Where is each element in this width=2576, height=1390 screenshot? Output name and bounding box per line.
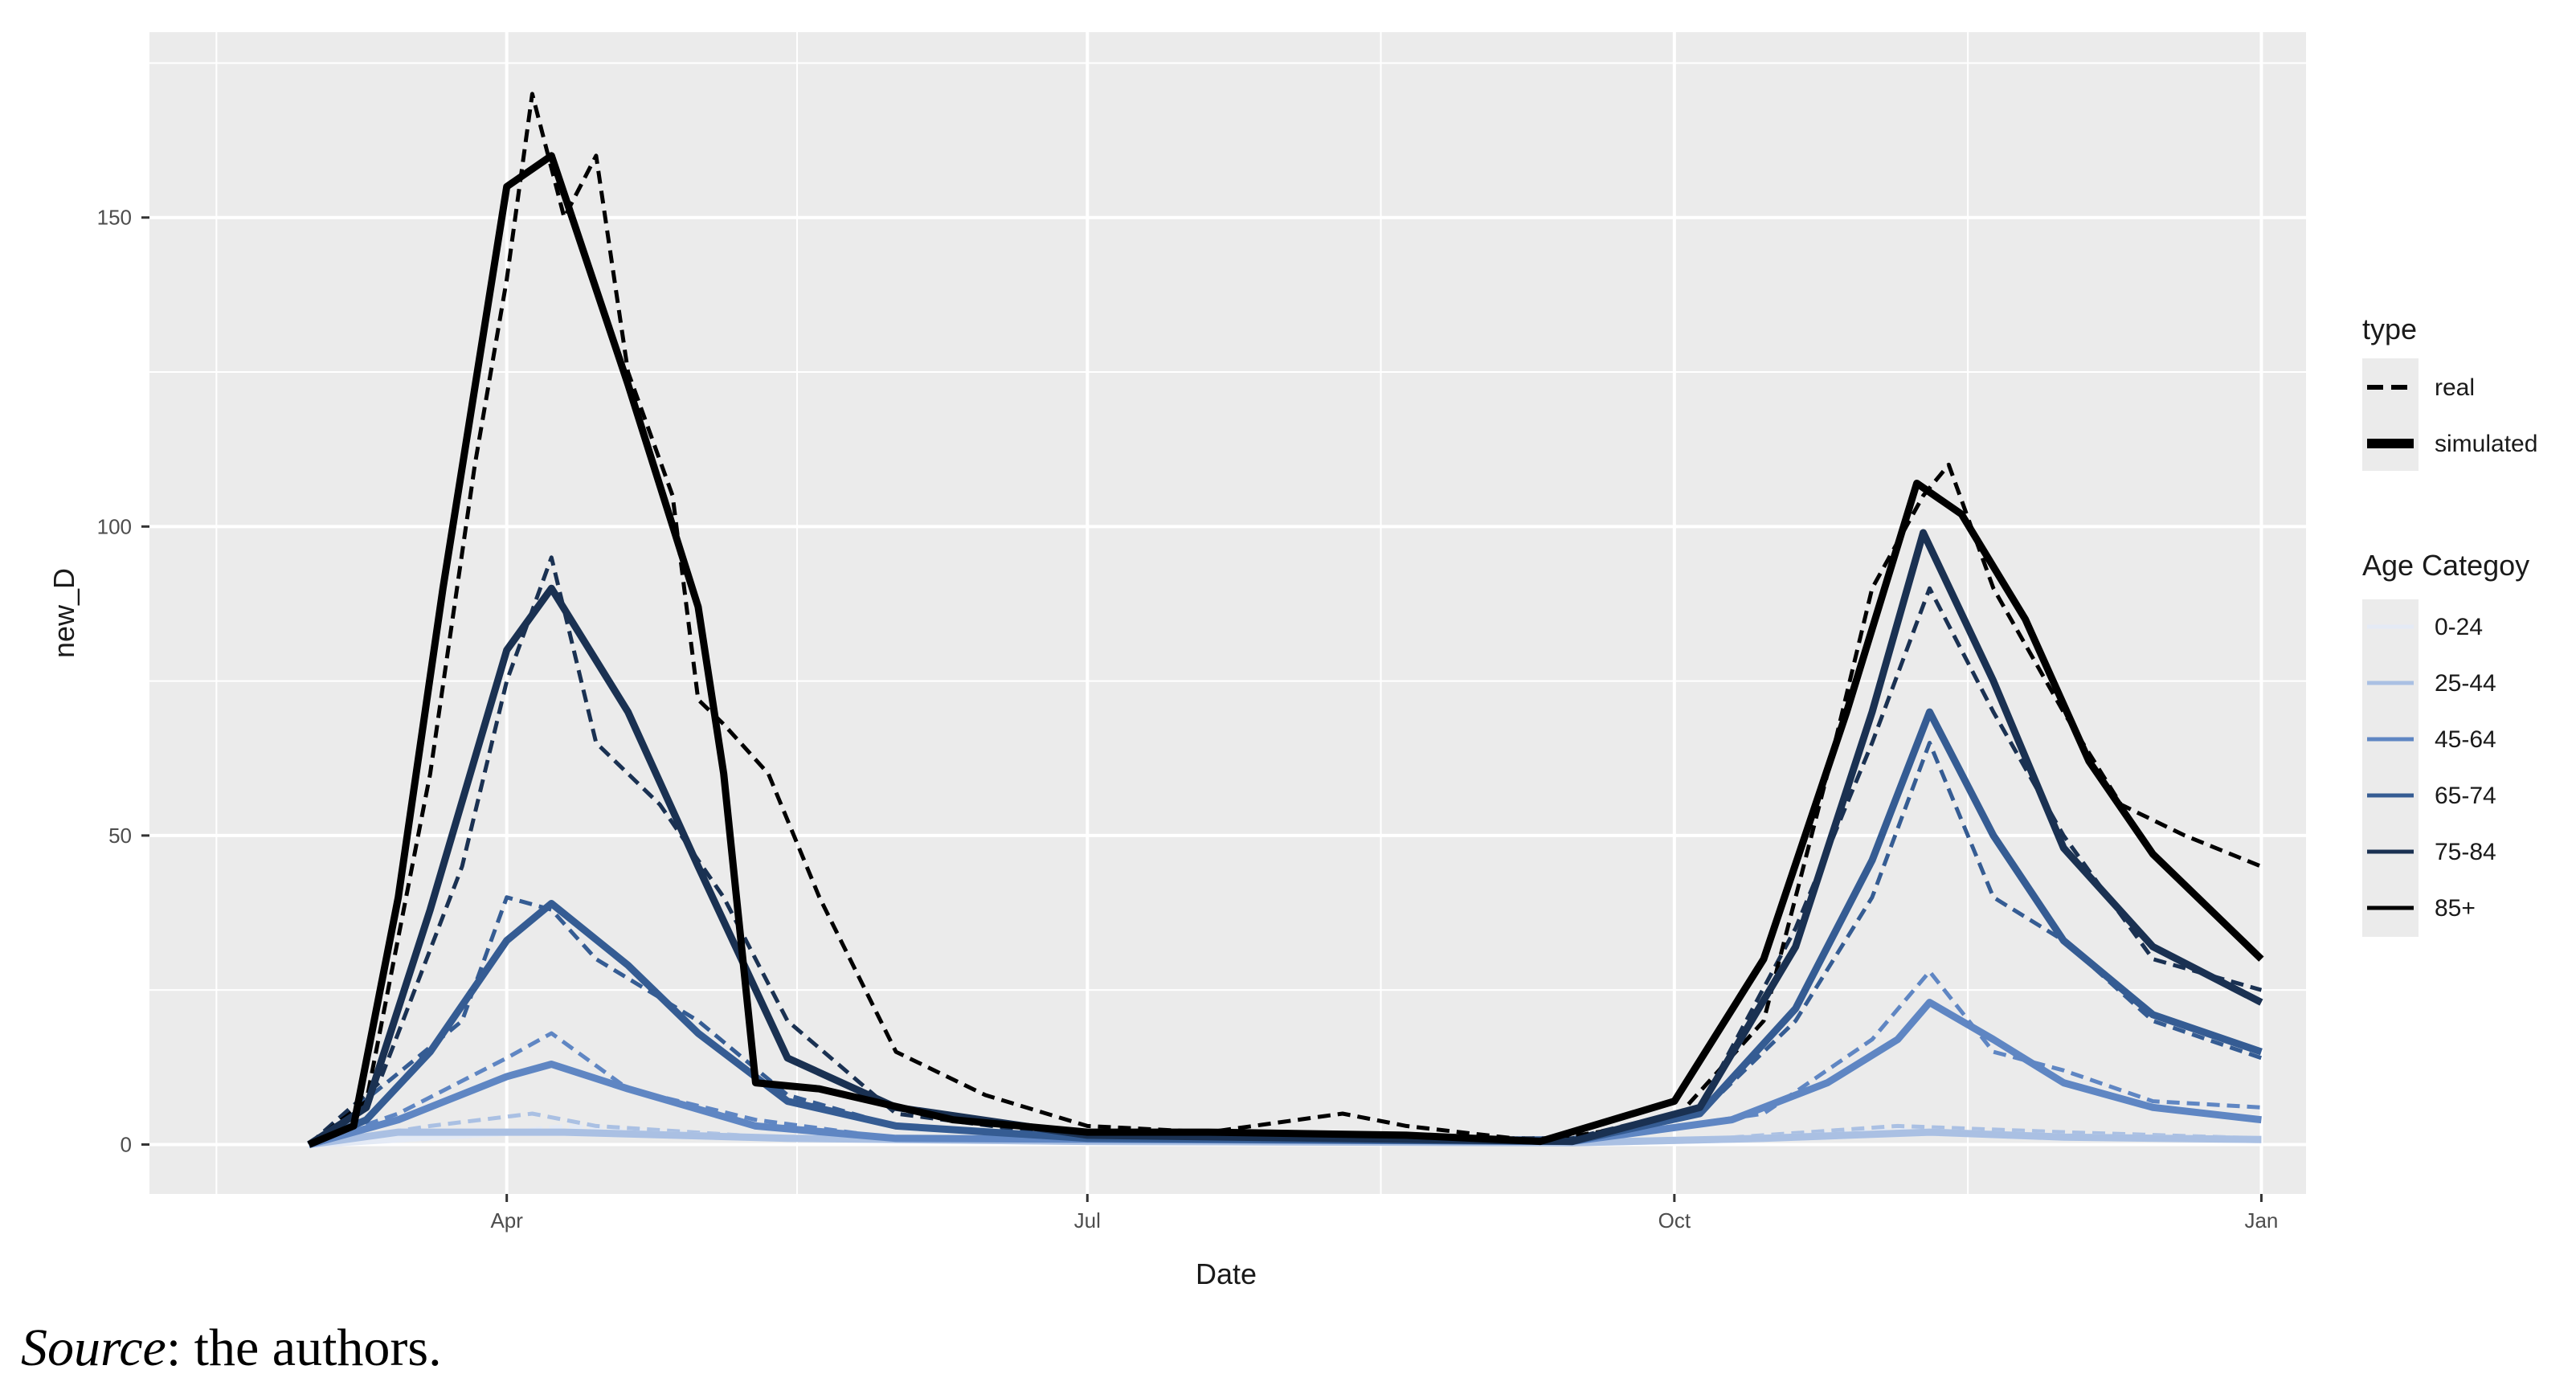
y-tick-label: 150 xyxy=(97,206,132,230)
color-legend: Age Categoy 0-24 25-44 45-64 65-74 75-84 85+ xyxy=(2362,549,2529,937)
plot-panel xyxy=(149,32,2306,1194)
y-tick-label: 100 xyxy=(97,514,132,538)
source-note-text: : the authors. xyxy=(166,1318,442,1377)
legend-label-age: 85+ xyxy=(2435,895,2476,922)
color-key-bg xyxy=(2362,599,2419,937)
linetype-legend: type real simulated xyxy=(2362,313,2537,471)
x-axis-title: Date xyxy=(1196,1257,1257,1290)
series-line-real-85plus xyxy=(307,92,2263,1147)
linetype-key-bg xyxy=(2362,358,2419,471)
color-keys: 0-24 25-44 45-64 65-74 75-84 85+ xyxy=(2367,614,2496,922)
x-tick-label: Oct xyxy=(1658,1208,1691,1233)
legend-label-real: real xyxy=(2435,374,2475,401)
y-tick-label: 50 xyxy=(108,824,132,848)
legend-label-age: 45-64 xyxy=(2435,726,2496,753)
x-tick-label: Jul xyxy=(1074,1208,1101,1233)
axis-ticks: 0 50 100 150 Apr Jul Oct Jan xyxy=(97,206,2279,1233)
x-tick-label: Jan xyxy=(2244,1208,2278,1233)
series-line-simulated-45-64 xyxy=(308,999,2262,1148)
legend-label-age: 0-24 xyxy=(2435,614,2483,640)
legend-label-age: 75-84 xyxy=(2435,839,2496,865)
series-layer xyxy=(307,92,2264,1148)
legend-label-simulated: simulated xyxy=(2435,431,2537,457)
x-tick-label: Apr xyxy=(490,1208,523,1233)
y-tick-label: 0 xyxy=(121,1132,132,1156)
linetype-legend-title: type xyxy=(2362,313,2417,345)
source-note-label: Source xyxy=(21,1318,166,1377)
chart: 0 50 100 150 Apr Jul Oct Jan Date new_D type re… xyxy=(47,32,2537,1290)
color-legend-title: Age Categoy xyxy=(2362,549,2529,582)
legend-label-age: 25-44 xyxy=(2435,670,2496,697)
series-line-real-65-74 xyxy=(307,741,2263,1147)
series-line-simulated-85plus xyxy=(307,152,2264,1148)
y-axis-title: new_D xyxy=(47,568,80,658)
legend-label-age: 65-74 xyxy=(2435,783,2496,809)
source-note: Source: the authors. xyxy=(21,1318,442,1379)
